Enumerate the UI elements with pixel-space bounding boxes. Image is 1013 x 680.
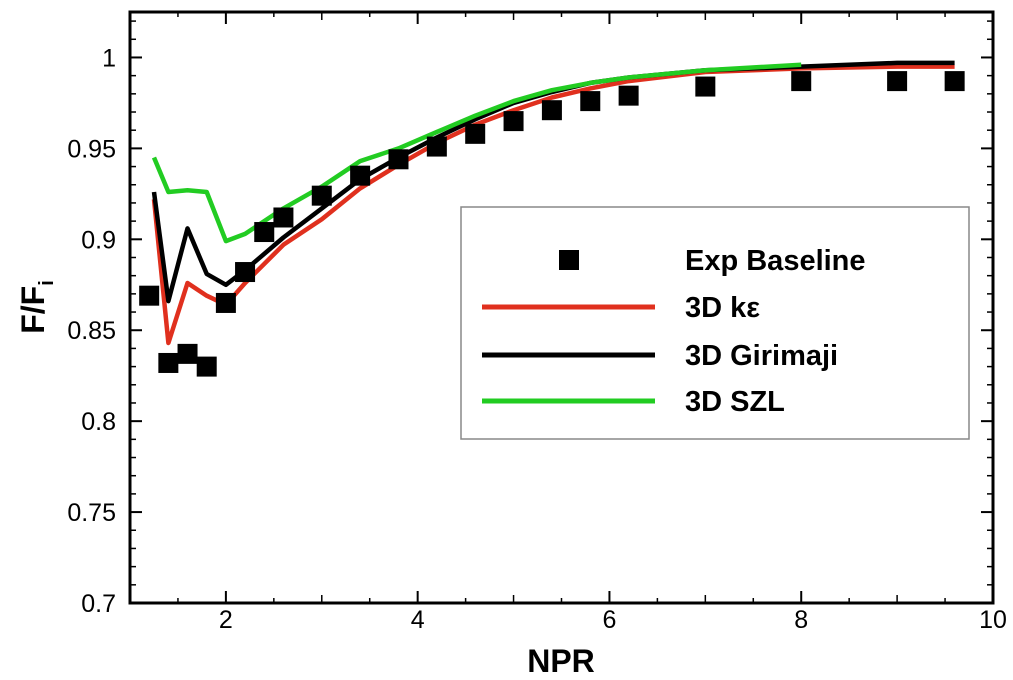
data-point-exp-baseline	[541, 100, 562, 121]
y-tick-label: 0.85	[67, 317, 116, 345]
data-point-exp-baseline	[426, 136, 447, 157]
y-tick-label: 1	[102, 44, 116, 72]
data-point-exp-baseline	[887, 71, 908, 92]
x-tick-label: 4	[411, 606, 425, 634]
data-point-exp-baseline	[388, 149, 409, 170]
y-tick-label: 0.95	[67, 135, 116, 163]
data-point-exp-baseline	[503, 111, 524, 132]
x-tick-label: 6	[602, 606, 616, 634]
data-point-exp-baseline	[580, 91, 601, 112]
data-point-exp-baseline	[215, 292, 236, 313]
y-axis-title: F/Fi	[15, 280, 58, 334]
data-point-exp-baseline	[311, 185, 332, 206]
legend: Exp Baseline 3D kε 3D Girimaji 3D SZL	[460, 206, 970, 440]
data-point-exp-baseline	[139, 285, 160, 306]
x-tick-label: 2	[219, 606, 233, 634]
legend-label-exp-baseline: Exp Baseline	[685, 245, 866, 277]
data-point-exp-baseline	[350, 165, 371, 186]
x-tick-label: 10	[979, 606, 1007, 634]
legend-label-3d-girimaji: 3D Girimaji	[685, 340, 838, 372]
data-point-exp-baseline	[235, 262, 256, 283]
data-point-exp-baseline	[196, 356, 217, 377]
legend-marker-exp-baseline	[559, 250, 579, 270]
ticks-layer: 2 4 6 8 10 0.7 0.75 0.8 0.85 0.9 0.95 1	[67, 12, 1007, 634]
data-point-exp-baseline	[254, 222, 275, 243]
y-tick-label: 0.7	[81, 590, 116, 618]
data-point-exp-baseline	[618, 85, 639, 106]
y-tick-label: 0.9	[81, 226, 116, 254]
x-axis-title: NPR	[527, 643, 595, 679]
plot-area: 2 4 6 8 10 0.7 0.75 0.8 0.85 0.9 0.95 1	[67, 10, 1007, 634]
y-tick-label: 0.75	[67, 499, 116, 527]
data-point-exp-baseline	[158, 352, 179, 373]
y-axis-title-main: F/F	[15, 286, 51, 334]
data-point-exp-baseline	[695, 76, 716, 97]
svg-text:F/Fi: F/Fi	[15, 280, 58, 334]
y-axis-title-subscript: i	[36, 280, 58, 286]
series-line-3d-szl	[151, 62, 802, 244]
legend-label-3d-k: 3D kε	[685, 292, 760, 324]
x-tick-label: 8	[794, 606, 808, 634]
data-point-exp-baseline	[944, 71, 965, 92]
legend-label-3d-szl: 3D SZL	[685, 386, 785, 418]
data-point-exp-baseline	[465, 123, 486, 144]
legend-entries: Exp Baseline 3D kε 3D Girimaji 3D SZL	[482, 245, 866, 418]
data-point-exp-baseline	[791, 71, 812, 92]
data-point-exp-baseline	[177, 343, 198, 364]
series-layer	[139, 60, 965, 377]
data-point-exp-baseline	[273, 207, 294, 228]
y-tick-label: 0.8	[81, 408, 116, 436]
